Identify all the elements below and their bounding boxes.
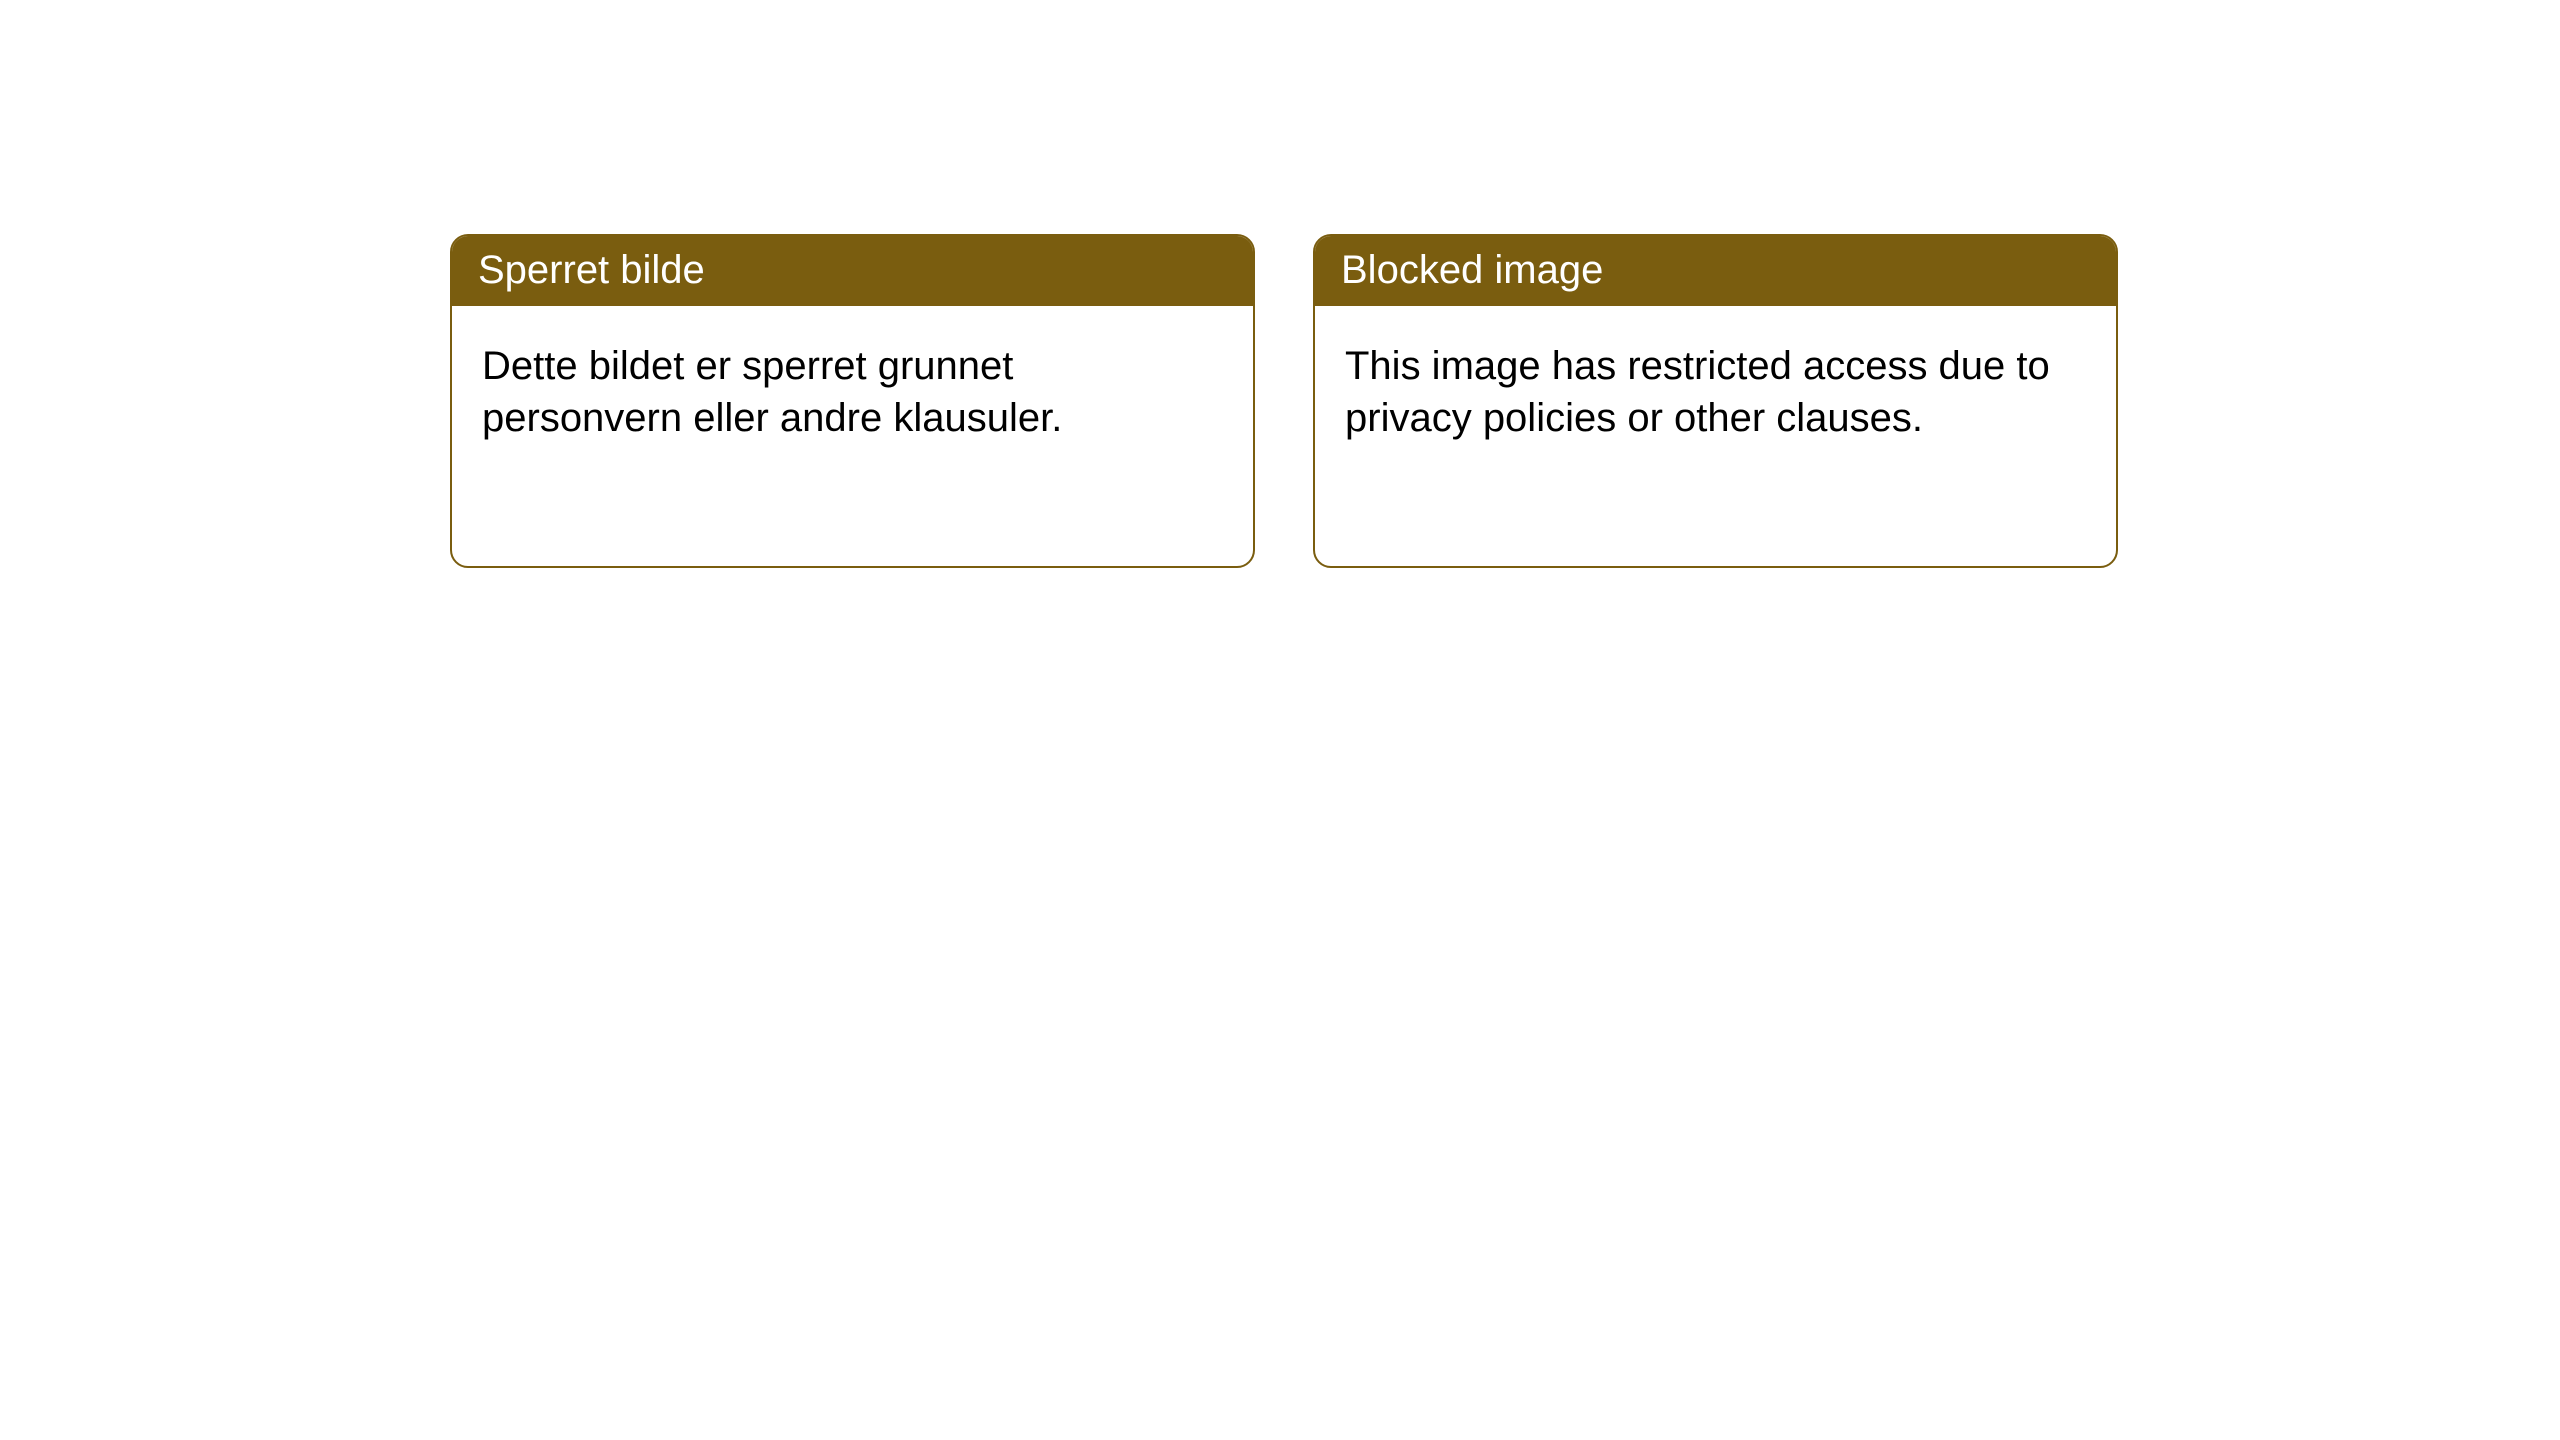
card-body: Dette bildet er sperret grunnet personve… <box>452 306 1253 566</box>
card-message: Dette bildet er sperret grunnet personve… <box>482 340 1223 444</box>
card-message: This image has restricted access due to … <box>1345 340 2086 444</box>
card-title: Blocked image <box>1341 248 1603 292</box>
card-body: This image has restricted access due to … <box>1315 306 2116 566</box>
card-header: Sperret bilde <box>452 236 1253 306</box>
card-header: Blocked image <box>1315 236 2116 306</box>
notice-cards-container: Sperret bilde Dette bildet er sperret gr… <box>450 234 2118 568</box>
card-title: Sperret bilde <box>478 248 705 292</box>
notice-card-norwegian: Sperret bilde Dette bildet er sperret gr… <box>450 234 1255 568</box>
notice-card-english: Blocked image This image has restricted … <box>1313 234 2118 568</box>
